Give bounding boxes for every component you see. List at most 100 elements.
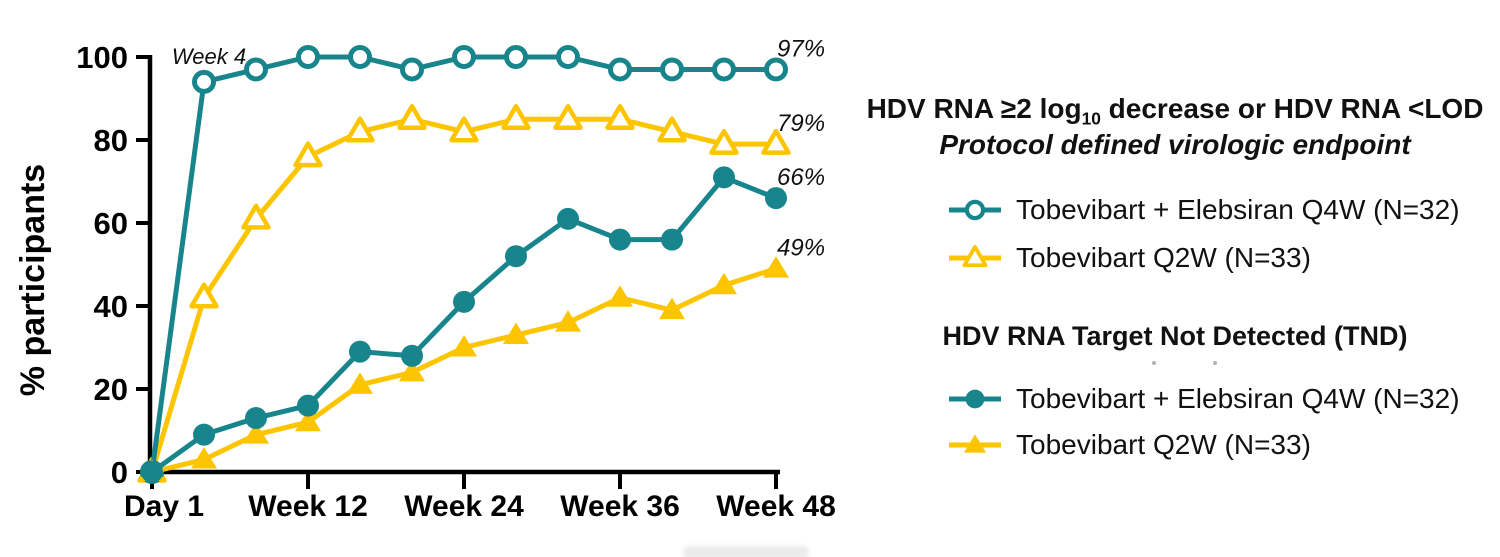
data-point-filled-circle	[765, 187, 787, 210]
background-artifact	[683, 546, 809, 557]
data-point-filled-circle	[297, 394, 319, 417]
data-point-filled-triangle	[347, 372, 373, 394]
end-value-label: 49%	[777, 235, 825, 262]
data-point-filled-triangle	[555, 310, 581, 332]
x-tick-label: Day 1	[124, 490, 204, 523]
end-value-label: 97%	[777, 35, 825, 62]
legend-group1-title-suffix: decrease or HDV RNA <LOD	[1100, 93, 1484, 124]
series-pdve-mono: 79%	[137, 104, 825, 483]
data-point-open-triangle	[553, 104, 583, 130]
data-point-filled-circle	[141, 461, 163, 483]
data-point-filled-triangle	[191, 447, 217, 469]
legend-item-label: Tobevibart + Elebsiran Q4W (N=32)	[1016, 383, 1460, 414]
data-point-open-triangle	[241, 203, 271, 230]
data-point-filled-circle	[245, 407, 267, 430]
week4-annotation: Week 4	[172, 44, 246, 69]
x-tick-label: Week 36	[560, 490, 680, 523]
data-point-open-triangle	[449, 116, 479, 143]
y-axis-title: % participants	[14, 164, 52, 396]
data-point-filled-triangle	[659, 297, 685, 320]
x-tick-label: Week 48	[716, 490, 836, 523]
legend-item-label: Tobevibart Q2W (N=33)	[1016, 242, 1311, 273]
series-tnd-combo: 66%	[141, 164, 825, 483]
y-tick-label: 80	[94, 123, 128, 158]
end-value-label: 79%	[777, 110, 825, 137]
legend-group2-items: Tobevibart + Elebsiran Q4W (N=32) Tobevi…	[947, 376, 1460, 468]
open-triangle-marker-icon	[947, 243, 1003, 273]
data-point-filled-circle	[349, 340, 371, 363]
legend-group1-title: HDV RNA ≥2 log10 decrease or HDV RNA <LO…	[855, 92, 1495, 136]
data-point-filled-circle	[713, 166, 735, 189]
data-point-filled-triangle	[243, 422, 269, 444]
legend-item: Tobevibart Q2W (N=33)	[947, 422, 1460, 468]
series-pdve-combo: 97%	[140, 35, 825, 484]
artifact-dot	[1152, 361, 1156, 365]
data-point-filled-triangle	[607, 285, 633, 307]
data-point-filled-circle	[557, 207, 579, 230]
y-tick-label: 100	[76, 40, 128, 75]
data-point-filled-circle	[609, 228, 631, 251]
y-tick-label: 0	[111, 455, 128, 490]
data-point-filled-circle	[401, 344, 423, 367]
data-point-open-circle	[712, 57, 736, 82]
open-circle-marker-icon	[947, 195, 1003, 225]
data-point-filled-triangle	[711, 272, 737, 295]
filled-triangle-marker-icon	[947, 430, 1003, 460]
data-point-filled-triangle	[451, 335, 477, 357]
open-triangle-glyph	[949, 245, 1001, 268]
data-point-open-circle	[244, 57, 268, 82]
filled-circle-glyph	[949, 389, 1001, 409]
data-point-open-triangle	[605, 104, 635, 130]
data-point-open-triangle	[501, 104, 531, 130]
data-point-open-triangle	[657, 116, 687, 143]
open-circle-glyph	[949, 199, 1001, 221]
filled-triangle-glyph	[949, 434, 1001, 453]
legend-item: Tobevibart Q2W (N=33)	[947, 234, 1460, 282]
data-point-open-triangle	[397, 104, 427, 130]
y-tick-label: 40	[94, 289, 128, 324]
data-point-open-circle	[296, 45, 320, 69]
artifact-dot	[1213, 361, 1217, 365]
data-point-filled-triangle	[503, 322, 529, 345]
line-chart: 0 20 40 60 80 100 Day 1 Week 12 Week 24 Week 36 We…	[14, 35, 836, 523]
data-point-open-circle	[504, 45, 528, 69]
data-point-filled-triangle	[399, 359, 425, 382]
data-point-open-triangle	[709, 128, 739, 155]
legend-group1-title-prefix: HDV RNA ≥2 log	[866, 93, 1082, 124]
legend: HDV RNA ≥2 log10 decrease or HDV RNA <LO…	[855, 0, 1495, 557]
data-point-open-circle	[608, 57, 632, 82]
data-point-open-circle	[764, 57, 788, 82]
legend-group1-title-subscript: 10	[1081, 108, 1101, 129]
data-point-open-circle	[964, 199, 986, 221]
legend-group1-subtitle: Protocol defined virologic endpoint	[939, 129, 1411, 160]
legend-group2-title: HDV RNA Target Not Detected (TND)	[942, 321, 1408, 351]
data-point-open-triangle	[345, 116, 375, 143]
data-point-open-circle	[192, 69, 216, 94]
x-tick-label: Week 12	[248, 490, 368, 523]
legend-item-label: Tobevibart Q2W (N=33)	[1016, 429, 1311, 460]
data-point-filled-circle	[193, 423, 215, 446]
data-point-open-triangle	[189, 282, 219, 309]
data-point-filled-circle	[965, 389, 985, 409]
data-point-filled-triangle	[763, 256, 789, 278]
filled-circle-marker-icon	[947, 384, 1003, 414]
data-point-filled-circle	[661, 228, 683, 251]
data-point-open-circle	[556, 45, 580, 69]
legend-item-label: Tobevibart + Elebsiran Q4W (N=32)	[1016, 194, 1460, 225]
x-tick-label: Week 24	[404, 490, 524, 523]
data-point-open-triangle	[761, 128, 791, 155]
data-point-open-circle	[348, 45, 372, 69]
data-point-filled-circle	[505, 245, 527, 268]
data-point-filled-triangle	[963, 434, 987, 453]
y-tick-label: 20	[94, 372, 128, 407]
legend-item: Tobevibart + Elebsiran Q4W (N=32)	[947, 376, 1460, 422]
data-point-open-circle	[452, 45, 476, 69]
data-point-open-triangle	[293, 141, 323, 168]
data-point-filled-circle	[453, 290, 475, 313]
data-point-open-circle	[400, 57, 424, 82]
legend-group1-items: Tobevibart + Elebsiran Q4W (N=32) Tobevi…	[947, 186, 1460, 282]
series-tnd-mono: 49%	[139, 235, 825, 481]
end-value-label: 66%	[777, 164, 825, 191]
data-point-filled-triangle	[295, 409, 321, 432]
